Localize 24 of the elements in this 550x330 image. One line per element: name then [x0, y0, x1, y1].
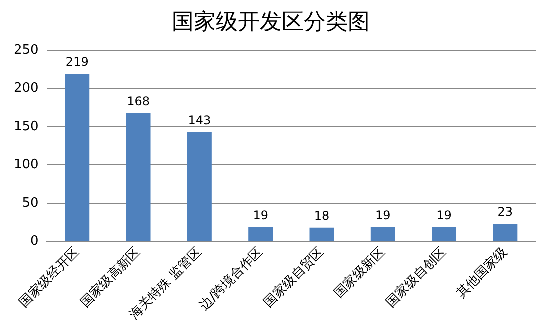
data-label: 18 [314, 209, 330, 224]
y-tick-label: 200 [14, 81, 39, 96]
y-tick-label: 0 [30, 234, 39, 250]
data-label: 19 [375, 208, 391, 222]
chart-title: 国家级开发区分类图 [172, 10, 370, 35]
y-tick-label: 150 [14, 119, 39, 134]
y-tick-label: 50 [22, 196, 39, 211]
data-label: 143 [188, 113, 212, 128]
data-label: 19 [253, 208, 268, 222]
bar [493, 224, 518, 242]
bar [432, 227, 457, 242]
bar [248, 227, 274, 242]
bar [310, 228, 334, 242]
x-tick-label: 其他国家级 [453, 244, 511, 302]
bar [187, 132, 212, 242]
y-tick-label: 100 [14, 158, 39, 173]
bar [65, 74, 90, 242]
bar [126, 113, 151, 242]
y-tick-label: 250 [14, 42, 39, 58]
data-label: 219 [66, 55, 89, 70]
data-label: 23 [498, 205, 514, 220]
data-label: 19 [436, 208, 452, 222]
bar [370, 227, 396, 242]
data-label: 168 [127, 94, 150, 108]
